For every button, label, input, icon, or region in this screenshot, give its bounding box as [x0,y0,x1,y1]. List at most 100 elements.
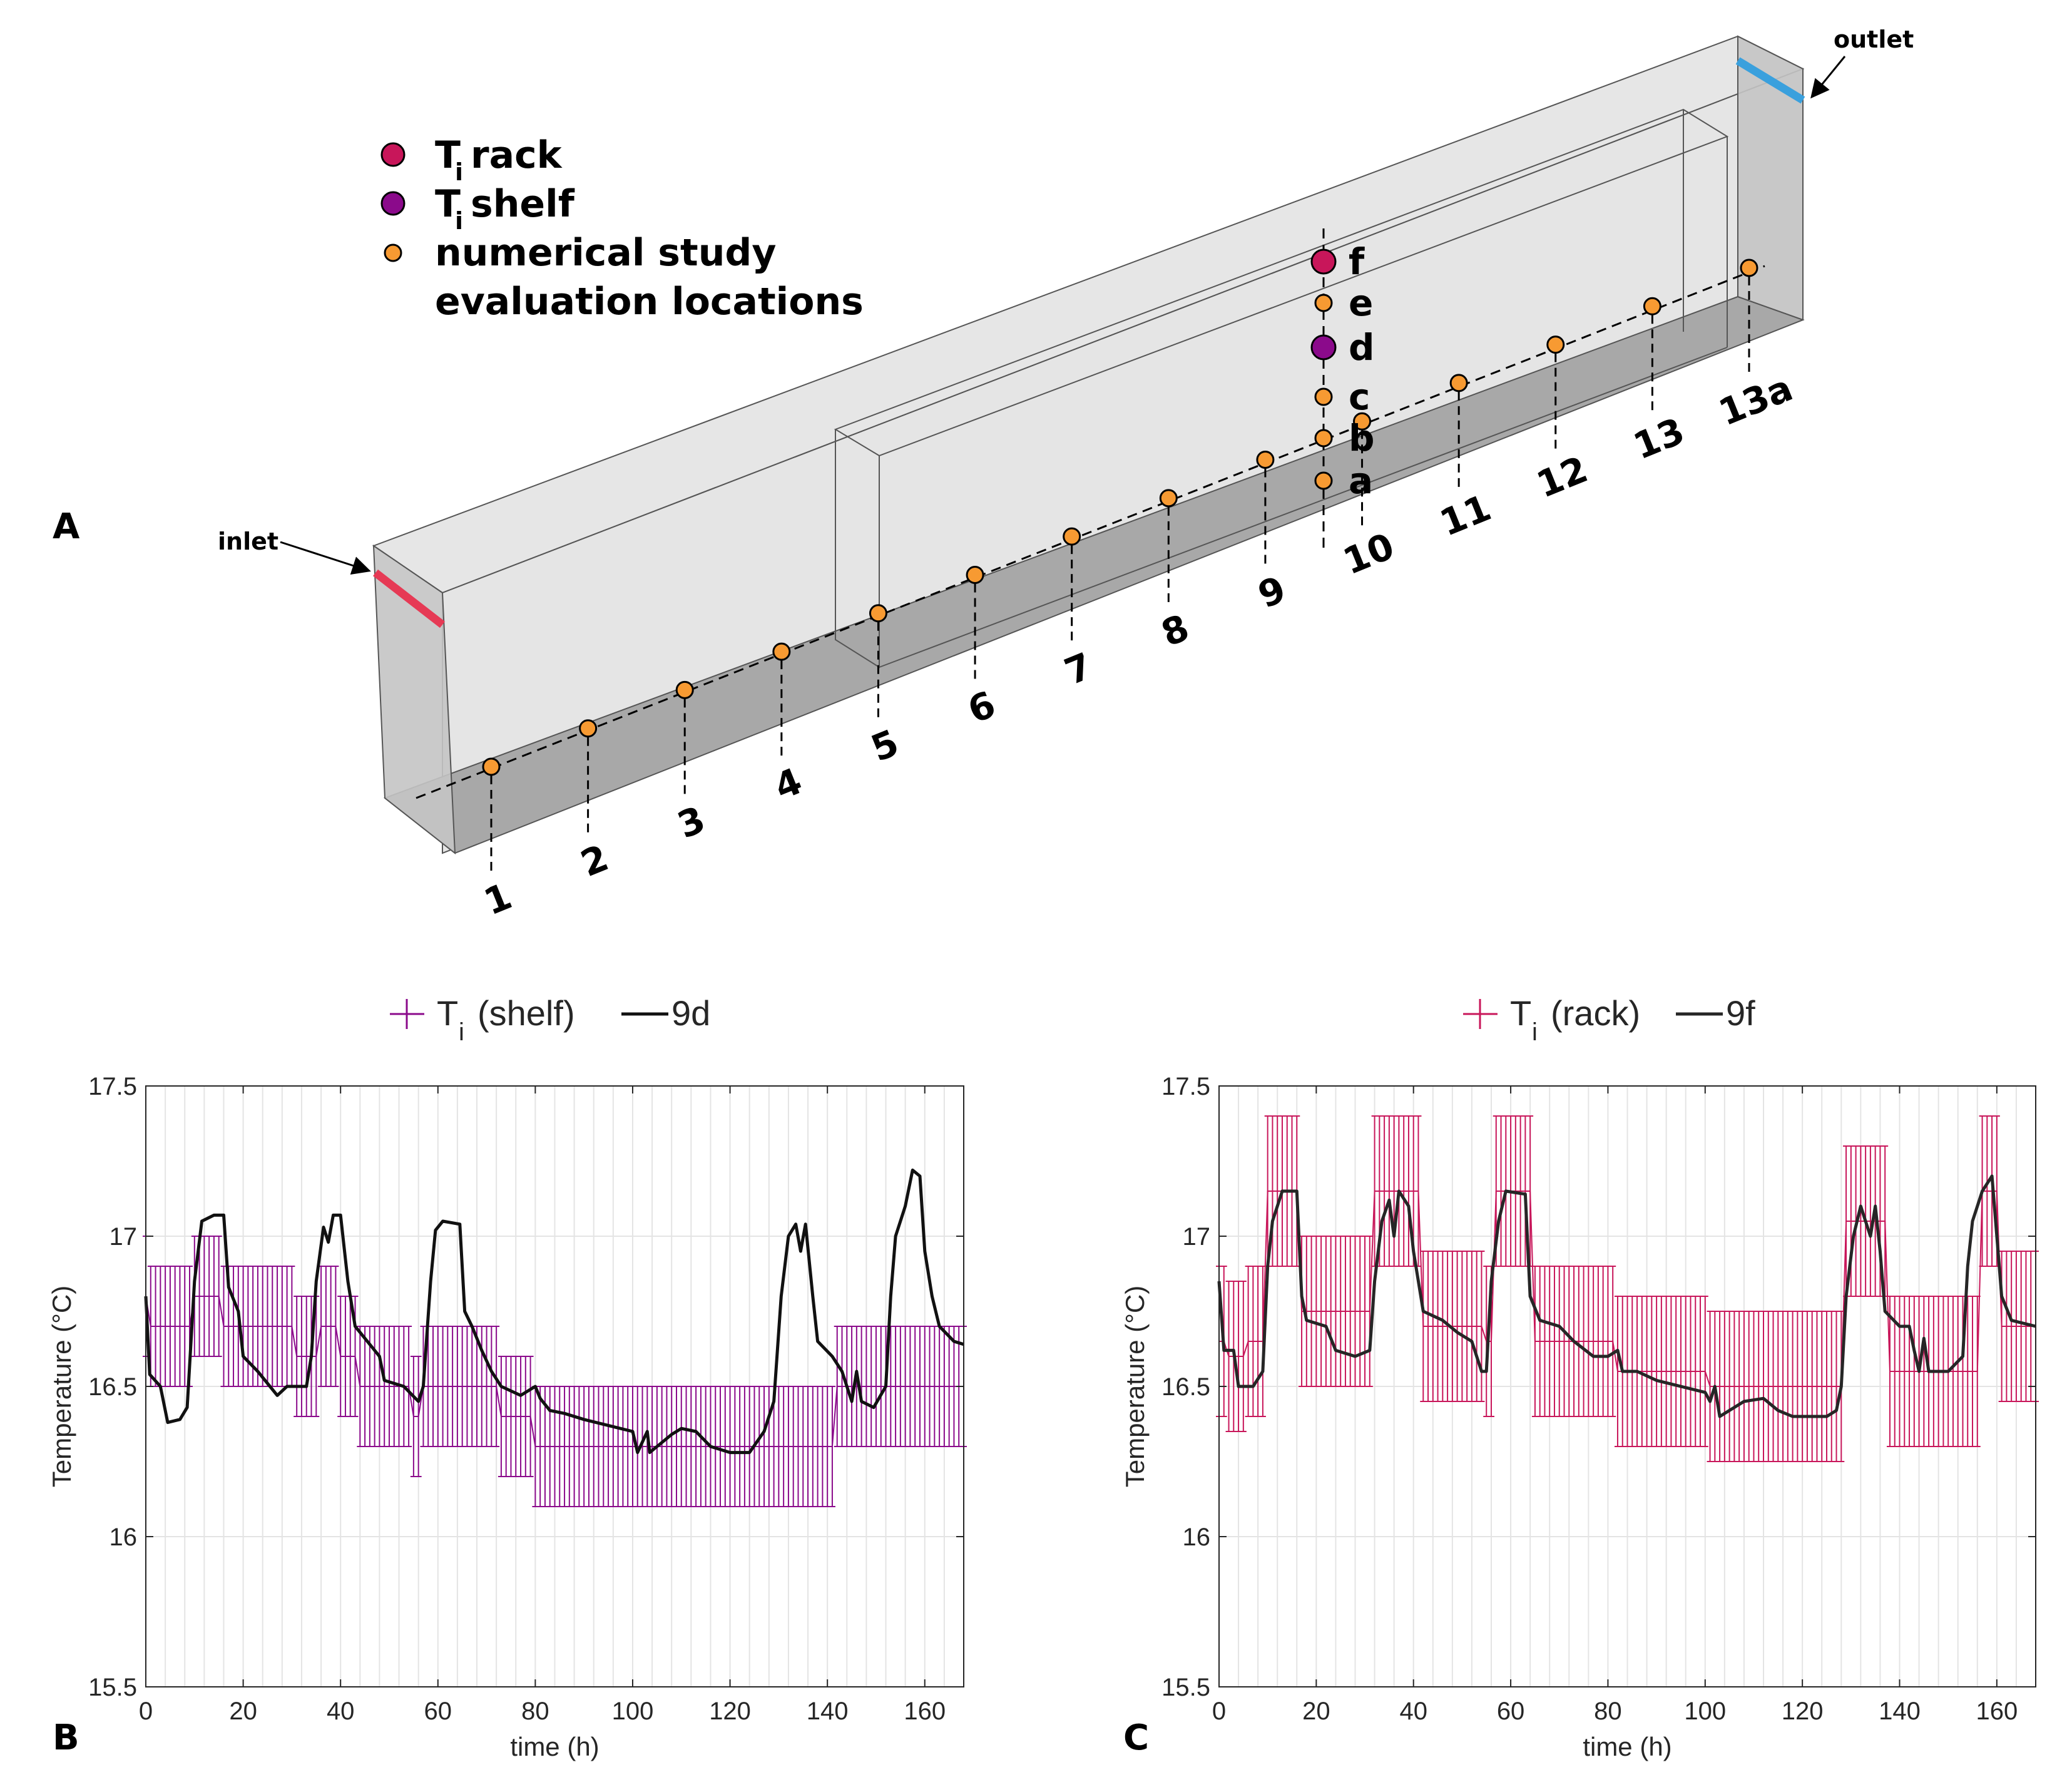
location-marker [1643,297,1661,315]
vertical-marker-d [1310,334,1337,361]
legend-numerical-line1: numerical study [435,231,776,275]
vertical-marker-a [1314,471,1333,490]
y-tick-label: 16.5 [88,1373,137,1401]
x-tick-label: 100 [612,1697,654,1725]
x-tick-label: 40 [327,1697,355,1725]
legend-eval-marker [384,243,402,262]
location-label: 2 [575,836,615,885]
errorbar-series [143,1236,967,1507]
location-label: 6 [962,683,1001,732]
legend-measured-text: (shelf) [477,993,575,1033]
legend-measured-text: (rack) [1551,993,1640,1033]
legend-simulated-label: 9d [671,993,710,1033]
location-marker [1256,451,1275,469]
location-marker [1449,374,1468,392]
location-marker [772,642,791,661]
y-tick-label: 17.5 [88,1073,137,1100]
location-marker [1546,335,1565,354]
location-label: 13a [1713,366,1799,434]
chart-b: 0 20 40 60 80 100 120 140 160 15.5 16 16.5 17 17.5 tim… [47,993,967,1761]
location-label: 9 [1252,568,1292,617]
x-tick-label: 60 [1497,1697,1525,1725]
outlet-label: outlet [1834,26,1914,53]
legend-shelf-text: shelf [471,182,575,226]
legend-rack-T: T [435,133,461,177]
x-tick-label: 100 [1684,1697,1726,1725]
location-label: 11 [1434,486,1497,545]
y-tick-label: 16 [1183,1523,1211,1551]
x-tick-label: 0 [139,1697,153,1725]
location-label: 7 [1059,645,1098,694]
vertical-marker-b [1314,429,1333,448]
x-tick-label: 80 [521,1697,549,1725]
x-tick-label: 140 [807,1697,849,1725]
location-marker [1353,412,1372,431]
legend-shelf-sub: i [455,207,463,235]
x-tick-label: 120 [709,1697,751,1725]
vertical-label-e: e [1349,282,1373,324]
location-label: 13 [1628,409,1690,468]
x-tick-label: 80 [1594,1697,1622,1725]
vertical-label-f: f [1349,240,1365,283]
location-marker [579,719,598,738]
x-axis-label: time (h) [510,1732,599,1761]
legend-measured-T: T [1510,993,1531,1033]
location-marker [966,565,984,584]
inlet-label: inlet [218,528,278,555]
location-marker [1063,527,1081,546]
legend-shelf-T: T [435,182,461,226]
chart-c: 0 20 40 60 80 100 120 140 160 15.5 16 16.5 17 17.5 tim… [1120,993,2039,1761]
x-tick-label: 140 [1879,1697,1921,1725]
vertical-marker-c [1314,387,1333,406]
legend-measured-T: T [437,993,458,1033]
location-marker [869,604,887,623]
legend-numerical-line2: evaluation locations [435,280,864,324]
location-label: 1 [478,874,518,923]
x-tick-label: 0 [1212,1697,1226,1725]
location-label: 12 [1531,448,1593,506]
y-tick-label: 15.5 [1161,1674,1210,1701]
box-outlet-face [1737,35,1804,321]
legend-measured-sub: i [459,1018,464,1046]
location-marker [1740,259,1758,277]
measured-line [145,1296,964,1447]
legend-rack-sub: i [455,158,463,186]
panel-label-b: B [53,1718,79,1758]
legend-rack-marker [380,142,406,167]
location-label: 10 [1337,525,1400,583]
x-tick-label: 120 [1782,1697,1824,1725]
vertical-label-a: a [1349,459,1373,502]
outlet-strip [1735,57,1805,104]
location-marker [1159,489,1178,508]
legend-simulated-label: 9f [1726,993,1755,1033]
x-tick-label: 160 [1976,1697,2018,1725]
legend-rack-text: rack [471,133,563,177]
x-tick-label: 20 [229,1697,257,1725]
inlet-strip [373,569,445,628]
vertical-marker-e [1314,294,1333,312]
y-axis-label: Temperature (°C) [47,1286,76,1488]
vertical-label-d: d [1349,326,1375,369]
y-tick-label: 16 [110,1523,138,1551]
y-axis-label: Temperature (°C) [1120,1286,1150,1488]
diagram-legend: T i rack T i shelf numerical study evalu… [380,133,864,324]
y-tick-label: 15.5 [88,1674,137,1701]
x-axis-label: time (h) [1583,1732,1671,1761]
vertical-label-c: c [1349,376,1370,418]
x-tick-label: 160 [904,1697,946,1725]
y-tick-label: 17 [1183,1223,1211,1251]
centerline [416,265,1765,799]
location-label: 8 [1155,606,1195,655]
panel-label-c: C [1123,1718,1149,1758]
legend-measured-sub: i [1532,1018,1538,1046]
x-tick-label: 60 [424,1697,452,1725]
y-tick-label: 17 [110,1223,138,1251]
x-tick-label: 20 [1302,1697,1330,1725]
location-label: 3 [671,798,711,847]
y-tick-label: 16.5 [1161,1373,1210,1401]
simulated-line [144,1168,964,1455]
